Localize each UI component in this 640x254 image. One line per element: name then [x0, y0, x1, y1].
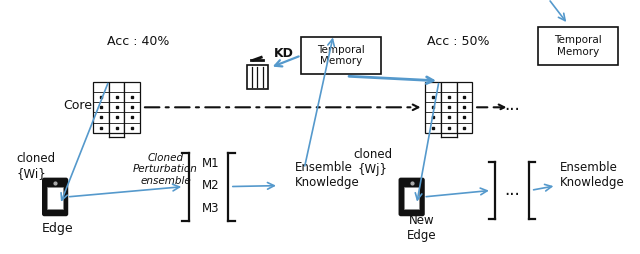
Text: Core: Core — [63, 99, 92, 112]
Bar — [441, 82, 456, 133]
Bar — [301, 37, 381, 74]
Bar — [456, 82, 472, 133]
Bar — [109, 82, 124, 133]
Text: Edge: Edge — [41, 221, 73, 235]
Text: M2: M2 — [202, 179, 220, 192]
Bar — [426, 82, 441, 133]
Text: New
Edge: New Edge — [406, 214, 436, 242]
Bar — [538, 27, 618, 65]
Text: ...: ... — [504, 97, 520, 114]
Bar — [47, 186, 63, 209]
FancyBboxPatch shape — [43, 179, 67, 215]
Text: M3: M3 — [202, 202, 219, 215]
Text: Ensemble
Knowledge: Ensemble Knowledge — [294, 161, 359, 189]
Text: Temporal
Memory: Temporal Memory — [317, 45, 365, 66]
Bar — [404, 186, 419, 209]
Text: ...: ... — [504, 181, 520, 199]
Text: M1: M1 — [202, 157, 220, 170]
Text: Acc : 50%: Acc : 50% — [428, 35, 490, 48]
Text: Temporal
Memory: Temporal Memory — [554, 35, 602, 57]
Text: Acc : 40%: Acc : 40% — [107, 35, 170, 48]
Text: Cloned
Perturbation
ensemble: Cloned Perturbation ensemble — [133, 153, 198, 186]
Text: KD: KD — [274, 47, 294, 60]
Text: cloned
{Wj}: cloned {Wj} — [353, 148, 392, 176]
Bar — [246, 65, 268, 89]
Text: Ensemble
Knowledge: Ensemble Knowledge — [560, 161, 625, 189]
Bar — [93, 82, 109, 133]
Bar — [124, 82, 140, 133]
Text: cloned
{Wi}: cloned {Wi} — [16, 152, 55, 180]
FancyBboxPatch shape — [399, 179, 424, 215]
